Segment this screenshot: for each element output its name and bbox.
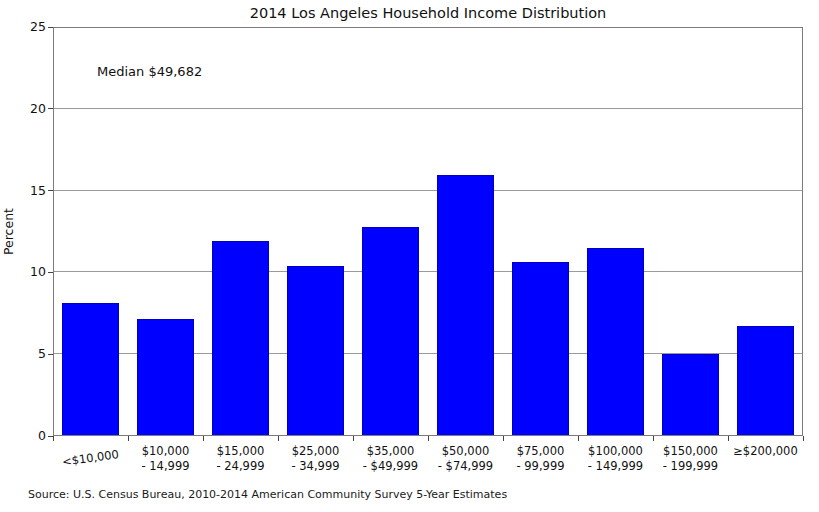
gridline bbox=[54, 108, 802, 109]
x-tick-mark bbox=[503, 436, 504, 441]
y-tick-label: 15 bbox=[0, 183, 46, 199]
x-tick-mark bbox=[128, 436, 129, 441]
bar bbox=[437, 175, 494, 435]
x-tick-mark bbox=[578, 436, 579, 441]
y-tick-label: 0 bbox=[0, 428, 46, 444]
x-tick-mark bbox=[428, 436, 429, 441]
gridline bbox=[54, 271, 802, 272]
x-tick-mark bbox=[353, 436, 354, 441]
bar bbox=[137, 319, 194, 435]
x-tick-mark bbox=[653, 436, 654, 441]
y-tick-label: 25 bbox=[0, 19, 46, 35]
y-tick-mark bbox=[48, 108, 53, 109]
median-annotation: Median $49,682 bbox=[97, 64, 202, 79]
bar bbox=[587, 248, 644, 435]
x-tick-mark bbox=[53, 436, 54, 441]
source-note: Source: U.S. Census Bureau, 2010-2014 Am… bbox=[28, 488, 507, 501]
gridline bbox=[54, 190, 802, 191]
y-tick-label: 10 bbox=[0, 264, 46, 280]
bar bbox=[212, 241, 269, 435]
x-tick-label: ≥$200,000 bbox=[718, 444, 813, 459]
x-tick-mark bbox=[203, 436, 204, 441]
bar bbox=[662, 354, 719, 435]
bar bbox=[287, 266, 344, 435]
figure: 2014 Los Angeles Household Income Distri… bbox=[0, 0, 819, 512]
bar bbox=[362, 227, 419, 435]
y-tick-label: 5 bbox=[0, 346, 46, 362]
y-tick-mark bbox=[48, 354, 53, 355]
y-tick-mark bbox=[48, 27, 53, 28]
bar bbox=[512, 262, 569, 435]
x-tick-label-line: ≥$200,000 bbox=[718, 444, 813, 459]
y-tick-label: 20 bbox=[0, 101, 46, 117]
x-tick-mark bbox=[278, 436, 279, 441]
y-tick-mark bbox=[48, 190, 53, 191]
x-tick-label-line: - 199,999 bbox=[643, 459, 738, 474]
plot-area: Median $49,682 bbox=[53, 27, 803, 436]
x-tick-mark bbox=[728, 436, 729, 441]
bar bbox=[62, 303, 119, 435]
x-tick-mark bbox=[803, 436, 804, 441]
chart-title: 2014 Los Angeles Household Income Distri… bbox=[53, 5, 803, 21]
y-tick-mark bbox=[48, 272, 53, 273]
bar bbox=[737, 326, 794, 435]
